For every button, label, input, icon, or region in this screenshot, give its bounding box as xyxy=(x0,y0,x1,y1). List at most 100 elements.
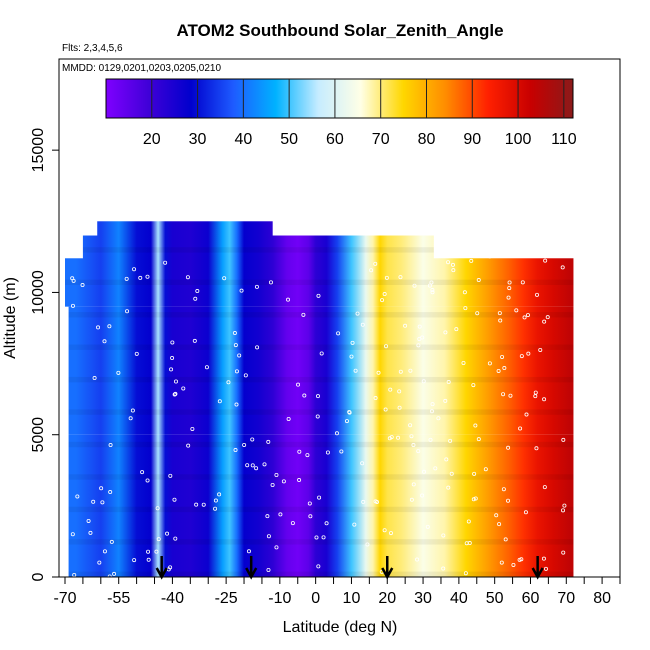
sample-point xyxy=(380,298,385,303)
sample-point xyxy=(518,426,523,431)
sample-point xyxy=(471,497,476,502)
sample-point xyxy=(397,389,402,394)
sample-point xyxy=(339,449,344,454)
sample-point xyxy=(193,296,198,301)
sample-point xyxy=(441,566,446,571)
sample-point xyxy=(222,276,227,281)
sample-point xyxy=(308,514,313,519)
sample-point xyxy=(266,439,271,444)
sample-point xyxy=(384,275,389,280)
sample-point xyxy=(420,493,425,498)
sample-point xyxy=(130,408,135,413)
sample-point xyxy=(476,437,481,442)
sample-point xyxy=(498,318,503,323)
sample-point xyxy=(422,469,427,474)
sample-point xyxy=(254,466,259,471)
sample-point xyxy=(444,457,449,462)
sample-point xyxy=(262,462,267,467)
sample-point xyxy=(140,470,145,475)
sample-point xyxy=(429,409,434,414)
sample-point xyxy=(132,558,137,563)
sample-point xyxy=(525,313,530,318)
colorbar-tick-label: 40 xyxy=(234,131,252,148)
sample-point xyxy=(266,567,271,572)
sample-point xyxy=(507,286,512,291)
sample-point xyxy=(80,283,85,288)
sample-point xyxy=(398,275,403,280)
sample-point xyxy=(417,336,422,341)
sample-point xyxy=(526,351,531,356)
sample-point xyxy=(508,393,513,398)
sample-point xyxy=(92,376,97,381)
sample-point xyxy=(116,370,121,375)
sample-point xyxy=(494,513,499,518)
sample-point xyxy=(408,423,413,428)
sample-point xyxy=(374,499,379,504)
sample-point xyxy=(325,450,330,455)
sample-point xyxy=(519,354,524,359)
sample-point xyxy=(501,392,506,397)
x-tick-label: 80 xyxy=(593,590,611,607)
sample-point xyxy=(561,437,566,442)
altitude-band xyxy=(68,312,574,318)
sample-point xyxy=(112,571,117,576)
sample-point xyxy=(520,280,525,285)
altitude-band xyxy=(68,376,574,383)
sample-point xyxy=(535,292,540,297)
y-tick-label: 0 xyxy=(30,572,47,581)
sample-point xyxy=(533,390,538,395)
sample-point xyxy=(233,448,238,453)
sample-point xyxy=(507,280,512,285)
sample-point xyxy=(428,437,433,442)
sample-point xyxy=(194,502,199,507)
sample-point xyxy=(388,531,393,536)
altitude-band xyxy=(65,279,574,286)
colorbar-tick-label: 30 xyxy=(189,131,207,148)
sample-point xyxy=(463,306,468,311)
sample-point xyxy=(315,414,320,419)
sample-point xyxy=(250,463,255,468)
sample-point xyxy=(449,471,454,476)
sample-point xyxy=(398,369,403,374)
sample-point xyxy=(165,531,170,536)
chart-title: ATOM2 Southbound Solar_Zenith_Angle xyxy=(176,21,503,40)
sample-point xyxy=(268,280,273,285)
altitude-band xyxy=(68,441,574,448)
sample-point xyxy=(446,485,451,490)
sample-point xyxy=(125,309,130,314)
sample-point xyxy=(307,501,312,506)
sample-point xyxy=(321,535,326,540)
sample-point xyxy=(545,315,550,320)
sample-point xyxy=(441,533,446,538)
sample-point xyxy=(239,288,244,293)
sample-point xyxy=(99,486,104,491)
sample-point xyxy=(192,338,197,343)
sample-point xyxy=(274,472,279,477)
sample-point xyxy=(344,419,349,424)
sample-point xyxy=(421,379,426,384)
sample-point xyxy=(324,521,329,526)
sample-point xyxy=(246,549,251,554)
sample-point xyxy=(499,560,504,565)
sample-point xyxy=(71,278,76,283)
sample-point xyxy=(185,275,190,280)
sample-point xyxy=(384,344,389,349)
colorbar-tick-label: 20 xyxy=(143,131,161,148)
sample-point xyxy=(155,506,160,511)
sample-point xyxy=(265,514,270,519)
sample-point xyxy=(286,416,291,421)
sample-point xyxy=(466,519,471,524)
sample-point xyxy=(560,265,565,270)
sample-point xyxy=(541,556,546,561)
sample-point xyxy=(450,262,455,267)
sample-point xyxy=(497,311,502,316)
arrow-head xyxy=(531,567,544,580)
x-tick-label: -40 xyxy=(161,590,184,607)
sample-point xyxy=(360,322,365,327)
sample-point xyxy=(154,549,159,554)
sample-point xyxy=(425,524,430,529)
sample-point xyxy=(487,361,492,366)
sample-point xyxy=(128,416,133,421)
sample-point xyxy=(382,292,387,297)
